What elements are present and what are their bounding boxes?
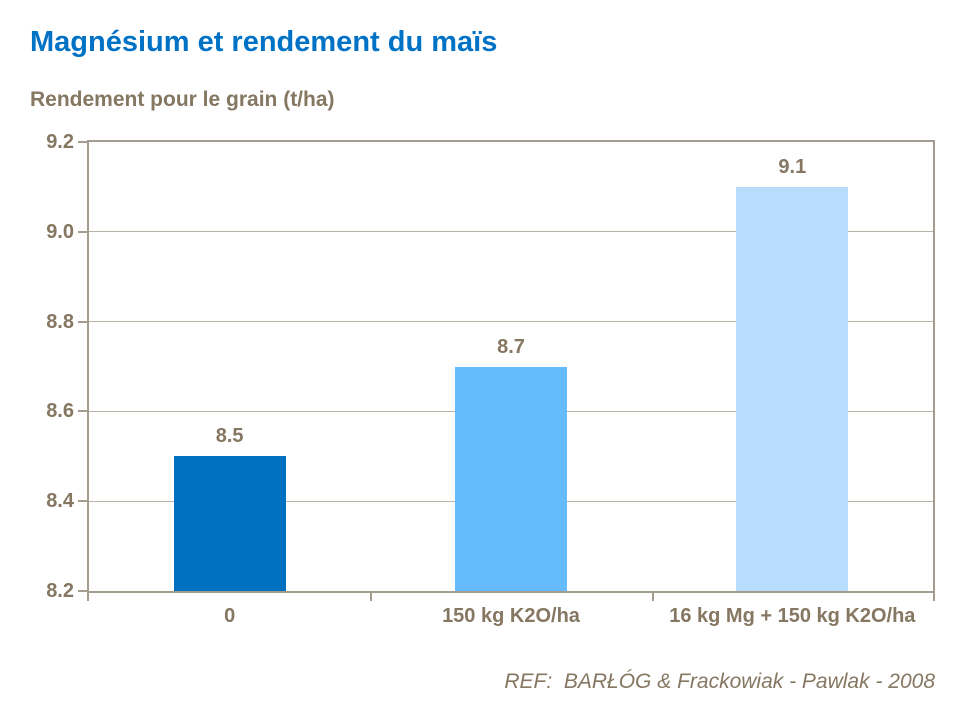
plot-area: 8.5 8.7 9.1 xyxy=(87,140,935,593)
y-tick-label: 9.0 xyxy=(46,220,74,243)
y-axis-tick xyxy=(78,500,87,503)
y-tick-label: 8.4 xyxy=(46,490,74,513)
y-axis-tick xyxy=(78,320,87,323)
y-tick-label: 8.2 xyxy=(46,580,74,602)
gridline xyxy=(89,231,933,233)
y-tick-label: 8.6 xyxy=(46,400,74,423)
y-tick-label: 9.2 xyxy=(46,131,74,153)
y-axis-tick xyxy=(78,230,87,233)
x-tick-label: 150 kg K2O/ha xyxy=(442,605,580,627)
gridline xyxy=(89,321,933,323)
x-axis-tick xyxy=(87,593,89,601)
bar-value-label: 8.7 xyxy=(497,335,525,358)
bar-value-label: 9.1 xyxy=(778,155,807,178)
bar-value-label: 8.5 xyxy=(215,425,244,448)
y-axis-title: Rendement pour le grain (t/ha) xyxy=(30,88,335,111)
y-tick-label: 8.8 xyxy=(46,310,74,333)
y-axis-tick xyxy=(78,410,87,413)
bar xyxy=(736,186,849,591)
x-tick-label: 16 kg Mg + 150 kg K2O/ha xyxy=(669,605,916,627)
y-axis-tick xyxy=(78,590,87,592)
chart-title: Magnésium et rendement du maïs xyxy=(30,26,498,58)
bar xyxy=(455,366,567,591)
x-axis-tick xyxy=(369,593,372,601)
x-axis-tick xyxy=(652,593,655,601)
bar xyxy=(173,456,286,591)
y-axis-tick xyxy=(78,141,87,143)
x-axis-tick xyxy=(933,593,935,601)
x-tick-label: 0 xyxy=(224,605,236,627)
reference-text: REF: BARŁÓG & Frackowiak - Pawlak - 2008 xyxy=(504,670,935,693)
